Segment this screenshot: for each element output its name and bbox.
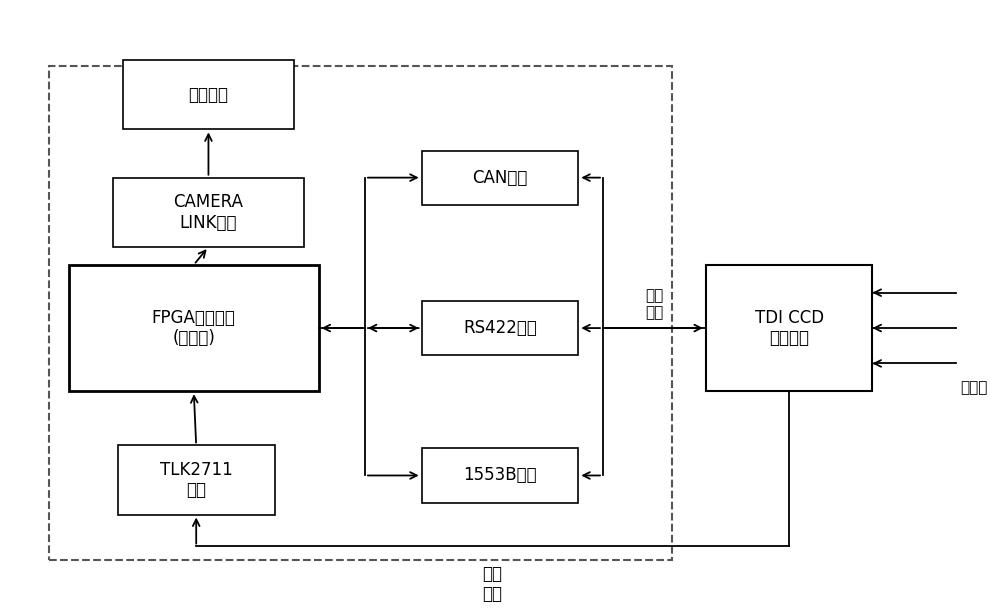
Text: 校正
参数: 校正 参数 <box>645 288 663 320</box>
Bar <box>123 60 294 130</box>
Text: RS422接口: RS422接口 <box>463 319 537 337</box>
Bar <box>118 445 275 515</box>
Text: 1553B接口: 1553B接口 <box>463 467 537 484</box>
Text: TLK2711
接口: TLK2711 接口 <box>160 460 233 499</box>
Bar <box>422 150 578 204</box>
Text: 图像
数据: 图像 数据 <box>483 564 503 604</box>
Bar <box>49 66 672 560</box>
Text: 显示终端: 显示终端 <box>188 86 228 104</box>
Bar <box>69 265 319 391</box>
Text: TDI CCD
成像系统: TDI CCD 成像系统 <box>755 309 824 348</box>
Text: 均匀光: 均匀光 <box>961 380 988 395</box>
Bar <box>422 301 578 355</box>
Text: FPGA逻辑器件
(处理核): FPGA逻辑器件 (处理核) <box>152 309 236 348</box>
Bar <box>706 265 872 391</box>
Text: CAMERA
LINK接口: CAMERA LINK接口 <box>173 193 243 231</box>
Bar <box>422 448 578 502</box>
Bar <box>113 177 304 247</box>
Text: CAN接口: CAN接口 <box>472 169 528 187</box>
